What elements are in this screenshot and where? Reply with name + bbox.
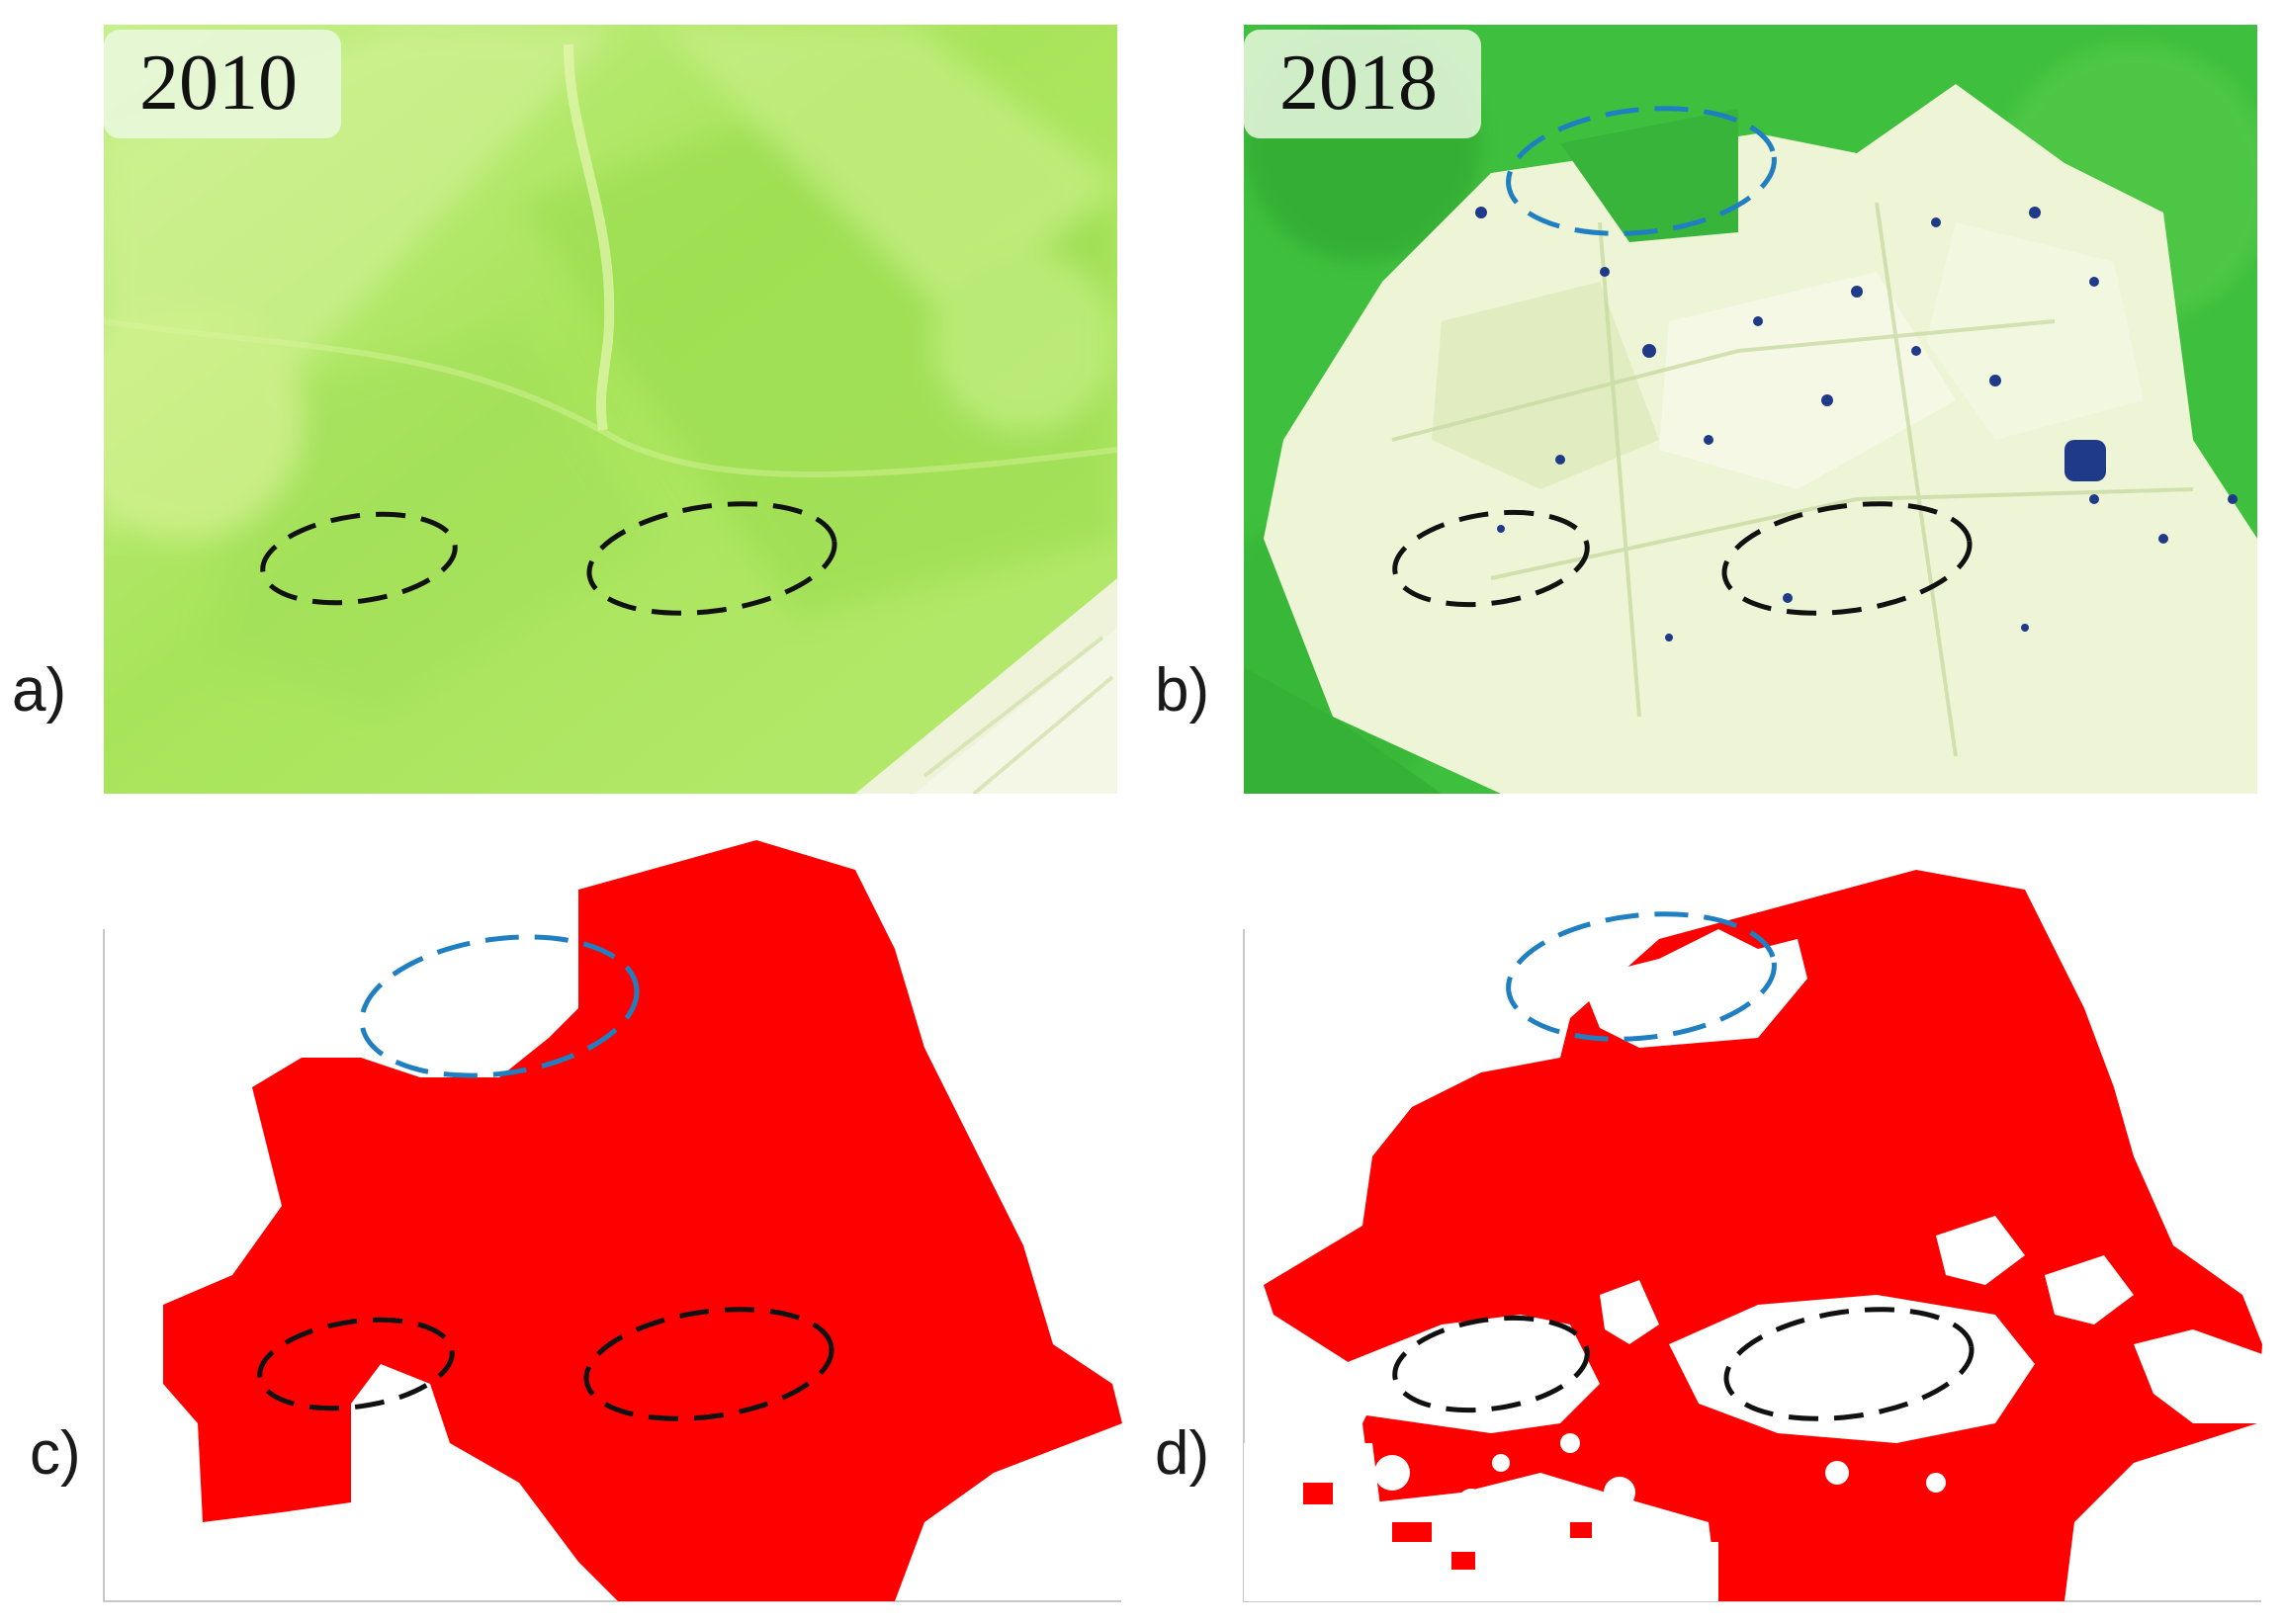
year-badge-2018: 2018 [1244, 30, 1481, 138]
panel-a-label: a) [12, 656, 67, 725]
panel-c-frame-left [103, 929, 105, 1601]
panel-a-image-2010: 2010 [104, 25, 1117, 794]
panel-d-mask [1244, 830, 2262, 1601]
year-badge-2010: 2010 [104, 30, 341, 138]
panel-d-frame-left [1243, 929, 1245, 1601]
panel-c-label: c) [30, 1419, 81, 1488]
panel-c-frame-bottom [103, 1600, 1121, 1602]
panel-d-frame-bottom [1243, 1600, 2261, 1602]
panel-b-label: b) [1155, 656, 1210, 725]
panel-b-image-2018: 2018 [1244, 25, 2257, 794]
panel-c-mask [104, 830, 1122, 1601]
panel-d-label: d) [1155, 1419, 1210, 1488]
